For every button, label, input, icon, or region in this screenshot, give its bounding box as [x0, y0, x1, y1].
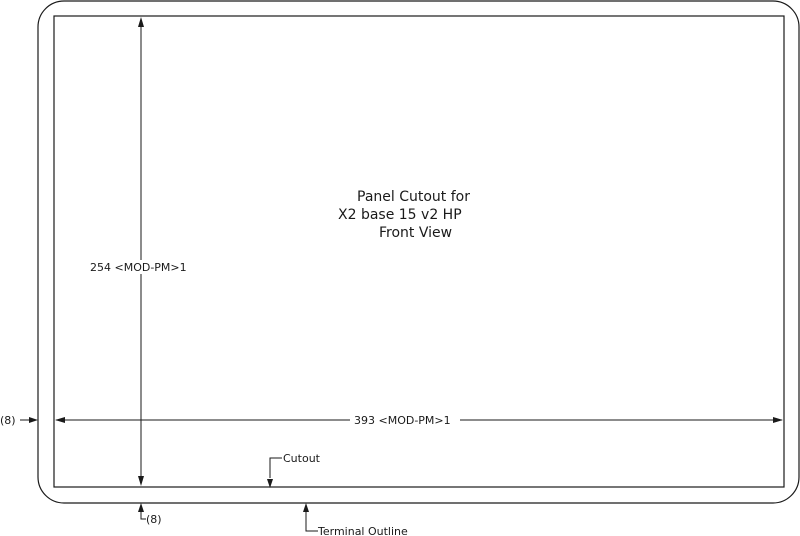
terminal-outline-callout: Terminal Outline: [303, 503, 408, 536]
title-line-1: Panel Cutout for: [357, 189, 470, 205]
cutout-callout-label: Cutout: [283, 452, 321, 465]
cutout-callout: Cutout: [267, 452, 321, 488]
width-dimension: 393 <MOD-PM>1: [55, 413, 783, 427]
width-dimension-label: 393 <MOD-PM>1: [354, 414, 451, 427]
left-offset-label: (8): [0, 414, 16, 427]
drawing-title: Panel Cutout for X2 base 15 v2 HP Front …: [338, 189, 470, 241]
bottom-offset-dimension: (8): [138, 503, 162, 526]
bottom-offset-label: (8): [146, 513, 162, 526]
cutout-rect: [53, 15, 785, 488]
height-dimension: 254 <MOD-PM>1: [86, 17, 198, 486]
terminal-outline: [37, 0, 800, 504]
title-line-2: X2 base 15 v2 HP: [338, 207, 462, 223]
title-line-3: Front View: [379, 225, 452, 241]
height-dimension-label: 254 <MOD-PM>1: [90, 261, 187, 274]
left-offset-dimension: (8): [0, 414, 38, 427]
terminal-outline-callout-label: Terminal Outline: [317, 525, 408, 536]
